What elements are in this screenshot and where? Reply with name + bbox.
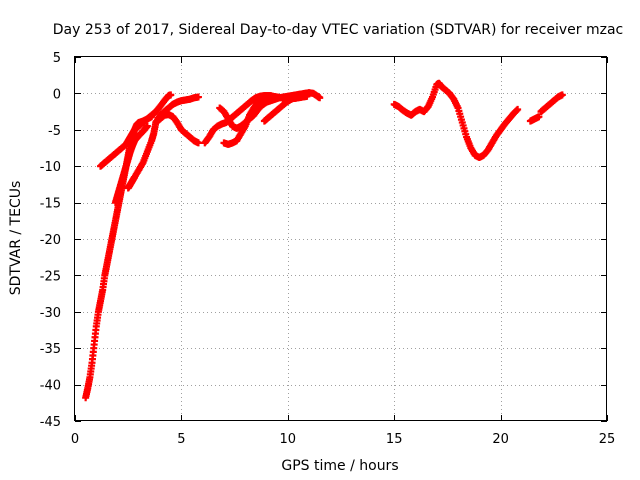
x-tick-labels: 0 5 10 15 20 25	[71, 432, 615, 447]
data-point	[143, 122, 151, 130]
data-point	[167, 91, 175, 99]
data-point	[316, 94, 324, 102]
y-tick-label: 0	[53, 87, 61, 102]
chart-title: Day 253 of 2017, Sidereal Day-to-day VTE…	[53, 22, 623, 38]
y-tick-label: -30	[40, 306, 61, 321]
x-tick-label: 10	[280, 432, 297, 447]
data-point	[194, 93, 202, 101]
series-arc-2	[97, 91, 175, 170]
series-arc-10	[390, 79, 522, 161]
series-arc-11	[526, 113, 543, 125]
y-tick-label: -5	[48, 124, 61, 139]
x-tick-label: 0	[71, 432, 79, 447]
x-tick-label: 5	[177, 432, 185, 447]
y-tick-label: -35	[40, 342, 61, 357]
data-point	[535, 113, 543, 121]
data-markers	[82, 79, 566, 402]
plot-frame	[74, 56, 607, 421]
y-tick-label: -20	[40, 233, 61, 248]
y-tick-label: 5	[53, 51, 61, 66]
data-point	[194, 139, 202, 147]
series-arc-9	[260, 91, 307, 125]
y-tick-label: -40	[40, 379, 61, 394]
series-arc-12	[537, 91, 566, 116]
y-tick-label: -25	[40, 269, 61, 284]
data-point	[299, 91, 307, 99]
grid-lines	[75, 57, 607, 421]
data-point	[267, 92, 275, 100]
series-arc-8	[220, 92, 275, 148]
y-axis-title: SDTVAR / TECUs	[8, 181, 24, 296]
y-tick-labels: 5 0 -5 -10 -15 -20 -25 -30 -35 -40 -45	[40, 51, 61, 430]
tick-marks	[75, 57, 608, 422]
y-tick-label: -45	[40, 415, 61, 430]
x-axis-title: GPS time / hours	[281, 458, 398, 474]
y-tick-label: -15	[40, 197, 61, 212]
y-tick-label: -10	[40, 160, 61, 175]
data-point	[514, 105, 522, 113]
x-tick-label: 25	[599, 432, 616, 447]
x-tick-label: 20	[492, 432, 509, 447]
data-point	[558, 91, 566, 99]
series-arc-3	[111, 122, 151, 207]
series-arc-5	[152, 93, 202, 127]
x-tick-label: 15	[386, 432, 403, 447]
